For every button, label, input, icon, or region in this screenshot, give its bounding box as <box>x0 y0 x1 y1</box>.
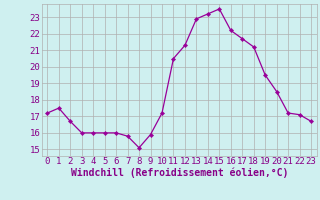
X-axis label: Windchill (Refroidissement éolien,°C): Windchill (Refroidissement éolien,°C) <box>70 168 288 178</box>
